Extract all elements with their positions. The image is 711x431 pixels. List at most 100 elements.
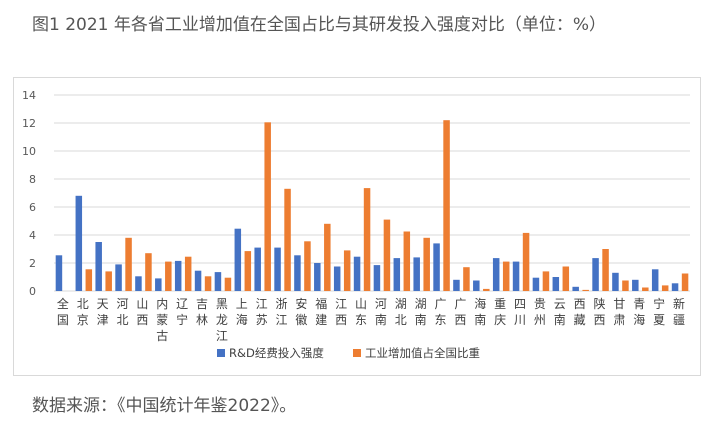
bar-rd-intensity <box>75 195 83 291</box>
legend-label: R&D经费投入强度 <box>229 346 324 360</box>
legend-label: 工业增加值占全国比重 <box>365 346 480 360</box>
chart-frame: 0 2 4 6 8 10 12 14 全国 北京 天津 河北 山西 内蒙古 辽宁 吉林 黑龙江 上海 江苏 浙江 安徽福… <box>13 77 701 376</box>
bar-rd-intensity <box>453 279 460 291</box>
x-tick-label: 全国 <box>57 296 69 327</box>
bar-industry-share <box>204 276 212 291</box>
x-tick-label: 安徽 <box>295 296 307 327</box>
bar-industry-share <box>383 219 391 291</box>
y-tick-label: 12 <box>22 117 36 130</box>
bar-industry-share <box>483 288 490 291</box>
bar-industry-share <box>403 231 411 291</box>
bar-industry-share <box>602 249 609 291</box>
bar-industry-share <box>264 122 271 291</box>
bar-industry-share <box>343 250 351 291</box>
bar-industry-share <box>363 188 371 291</box>
bar-rd-intensity <box>671 283 679 291</box>
x-tick-label: 河北 <box>117 297 129 327</box>
y-tick-label: 6 <box>29 201 36 214</box>
bar-industry-share <box>145 253 152 291</box>
bar-industry-share <box>582 289 589 291</box>
bar-rd-intensity <box>473 280 480 291</box>
bar-rd-intensity <box>55 255 63 291</box>
bar-industry-share <box>304 241 311 291</box>
bar-rd-intensity <box>155 278 162 291</box>
bar-industry-share <box>244 251 252 291</box>
chart-title: 图1 2021 年各省工业增加值在全国占比与其研发投入强度对比（单位：%） <box>32 15 607 35</box>
bar-industry-share <box>661 285 669 291</box>
bar-rd-intensity <box>632 279 639 291</box>
x-tick-label: 吉林 <box>196 297 208 327</box>
bar-rd-intensity <box>314 263 321 291</box>
x-tick-label: 辽宁 <box>176 297 188 327</box>
bar-rd-intensity <box>532 277 540 291</box>
bar-rd-intensity <box>413 257 420 291</box>
x-tick-label: 云南 <box>554 297 566 327</box>
bar-industry-share <box>542 271 550 291</box>
bar-rd-intensity <box>294 255 301 291</box>
bar-rd-intensity <box>373 265 381 291</box>
x-tick-label: 浙江 <box>276 297 288 327</box>
bar-industry-share <box>324 223 331 291</box>
bar-rd-intensity <box>95 242 102 291</box>
x-tick-label: 湖南 <box>415 296 427 327</box>
x-tick-label: 陕西 <box>594 296 606 327</box>
bar-rd-intensity <box>393 258 401 291</box>
x-tick-label: 青海 <box>633 297 645 327</box>
x-tick-label: 江西 <box>335 297 347 327</box>
bar-rd-intensity <box>333 266 341 291</box>
bar-rd-intensity <box>115 264 122 291</box>
x-tick-label: 广西 <box>454 297 466 327</box>
y-tick-label: 8 <box>29 173 36 186</box>
x-tick-label: 重庆 <box>494 297 506 327</box>
legend-swatch <box>217 349 225 357</box>
x-tick-label: 山东 <box>355 297 367 327</box>
bar-industry-share <box>642 287 649 291</box>
bar-industry-share <box>502 261 510 291</box>
y-tick-label: 10 <box>22 145 36 158</box>
bar-rd-intensity <box>135 276 142 291</box>
x-tick-label: 新疆 <box>673 296 685 327</box>
bar-industry-share <box>681 273 689 291</box>
x-tick-label: 宁夏 <box>653 296 665 327</box>
x-tick-label: 甘肃 <box>613 297 625 327</box>
bar-industry-share <box>184 256 192 291</box>
x-tick-label: 江苏 <box>256 297 268 327</box>
y-tick-label: 2 <box>29 257 36 270</box>
x-tick-label: 河南 <box>375 297 387 327</box>
bar-rd-intensity <box>592 258 599 291</box>
y-tick-label: 0 <box>29 285 36 298</box>
bar-rd-intensity <box>492 258 500 291</box>
bar-industry-share <box>423 237 430 291</box>
bar-rd-intensity <box>214 272 222 291</box>
legend-swatch <box>353 349 361 357</box>
bar-industry-share <box>522 232 530 291</box>
bar-rd-intensity <box>512 261 520 291</box>
bar-rd-intensity <box>174 260 182 291</box>
x-tick-label: 内蒙古 <box>156 297 168 343</box>
bar-rd-intensity <box>572 286 579 291</box>
x-tick-label: 福建 <box>315 296 327 327</box>
bar-chart: 0 2 4 6 8 10 12 14 全国北京天津河北山西内蒙古辽宁吉林黑龙江上海江苏浙江安徽福… <box>22 89 690 360</box>
bar-rd-intensity <box>254 247 261 291</box>
x-tick-label: 西藏 <box>574 297 586 327</box>
bar-industry-share <box>85 269 93 291</box>
y-tick-label: 14 <box>22 89 36 102</box>
bar-industry-share <box>443 120 450 291</box>
bar-industry-share <box>284 188 291 291</box>
bar-rd-intensity <box>234 228 242 291</box>
bar-rd-intensity <box>651 269 659 291</box>
bar-rd-intensity <box>274 247 281 291</box>
x-tick-label: 天津 <box>97 297 109 327</box>
bar-rd-intensity <box>612 272 619 291</box>
x-tick-label: 贵州 <box>534 297 546 327</box>
bar-rd-intensity <box>433 243 440 291</box>
bar-rd-intensity <box>552 277 560 291</box>
bar-industry-share <box>125 237 132 291</box>
bar-industry-share <box>562 266 570 291</box>
x-tick-label: 四川 <box>514 297 526 327</box>
y-tick-label: 4 <box>29 229 36 242</box>
x-tick-label: 上海 <box>236 297 248 327</box>
x-tick-label: 北京 <box>77 297 89 327</box>
x-tick-label: 广东 <box>435 297 447 327</box>
bar-industry-share <box>622 280 629 291</box>
